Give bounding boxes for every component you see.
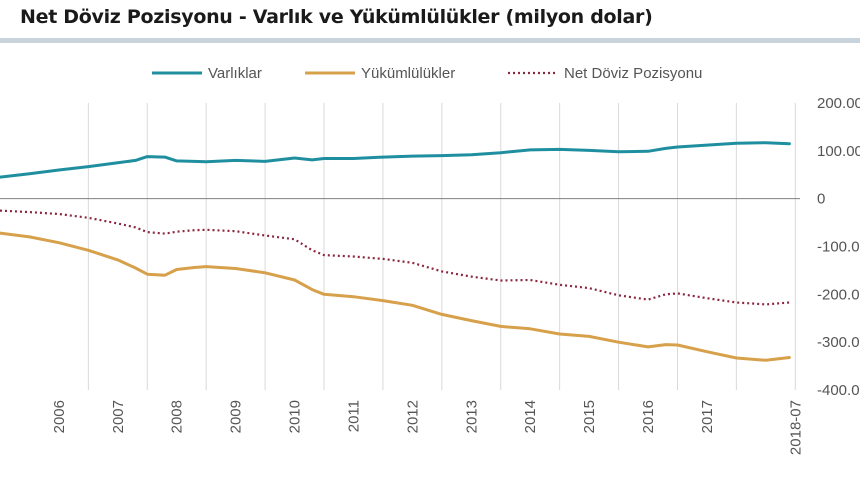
x-tick-label: 2006 bbox=[51, 400, 68, 433]
legend-label: Varlıklar bbox=[208, 65, 262, 82]
legend-label: Net Döviz Pozisyonu bbox=[564, 65, 702, 82]
series-lines bbox=[0, 141, 791, 362]
x-tick-label: 2007 bbox=[110, 400, 127, 433]
legend-label: Yükümlülükler bbox=[361, 65, 455, 82]
x-tick-label: 2010 bbox=[287, 400, 304, 433]
y-tick-label: -200.000 bbox=[817, 286, 860, 303]
x-tick-label: 2014 bbox=[522, 400, 539, 433]
y-axis-labels: 200.000 100.000 0 -100.000 -200.000 -300.000 -… bbox=[817, 95, 860, 399]
series-line-3 bbox=[0, 209, 790, 306]
x-tick-label: 2009 bbox=[228, 400, 245, 433]
x-tick-label: 2008 bbox=[169, 400, 186, 433]
x-tick-label: 2011 bbox=[346, 400, 363, 432]
x-tick-label: 2018-07 bbox=[787, 400, 804, 455]
x-tick-label: 2017 bbox=[699, 400, 716, 433]
x-tick-label: 2012 bbox=[404, 400, 421, 433]
y-tick-label: 200.000 bbox=[817, 95, 860, 112]
series-line-2 bbox=[0, 231, 791, 362]
y-tick-label: -100.000 bbox=[817, 239, 860, 256]
y-tick-label: 100.000 bbox=[817, 143, 860, 160]
x-tick-label: 2013 bbox=[463, 400, 480, 433]
legend: Varlıklar Yükümlülükler Net Döviz Pozisyon… bbox=[152, 65, 702, 82]
y-tick-label: -300.000 bbox=[817, 334, 860, 351]
x-tick-label: 2015 bbox=[581, 400, 598, 433]
y-tick-label: -400.000 bbox=[817, 382, 860, 399]
page-title: Net Döviz Pozisyonu - Varlık ve Yükümlül… bbox=[20, 6, 653, 28]
x-axis-labels: 2006 2007 2008 2009 2010 2011 2012 2013 2014 2015… bbox=[51, 400, 804, 455]
title-divider bbox=[0, 38, 860, 43]
y-tick-label: 0 bbox=[817, 191, 825, 208]
series-line-1 bbox=[0, 141, 791, 179]
x-tick-label: 2016 bbox=[640, 400, 657, 433]
